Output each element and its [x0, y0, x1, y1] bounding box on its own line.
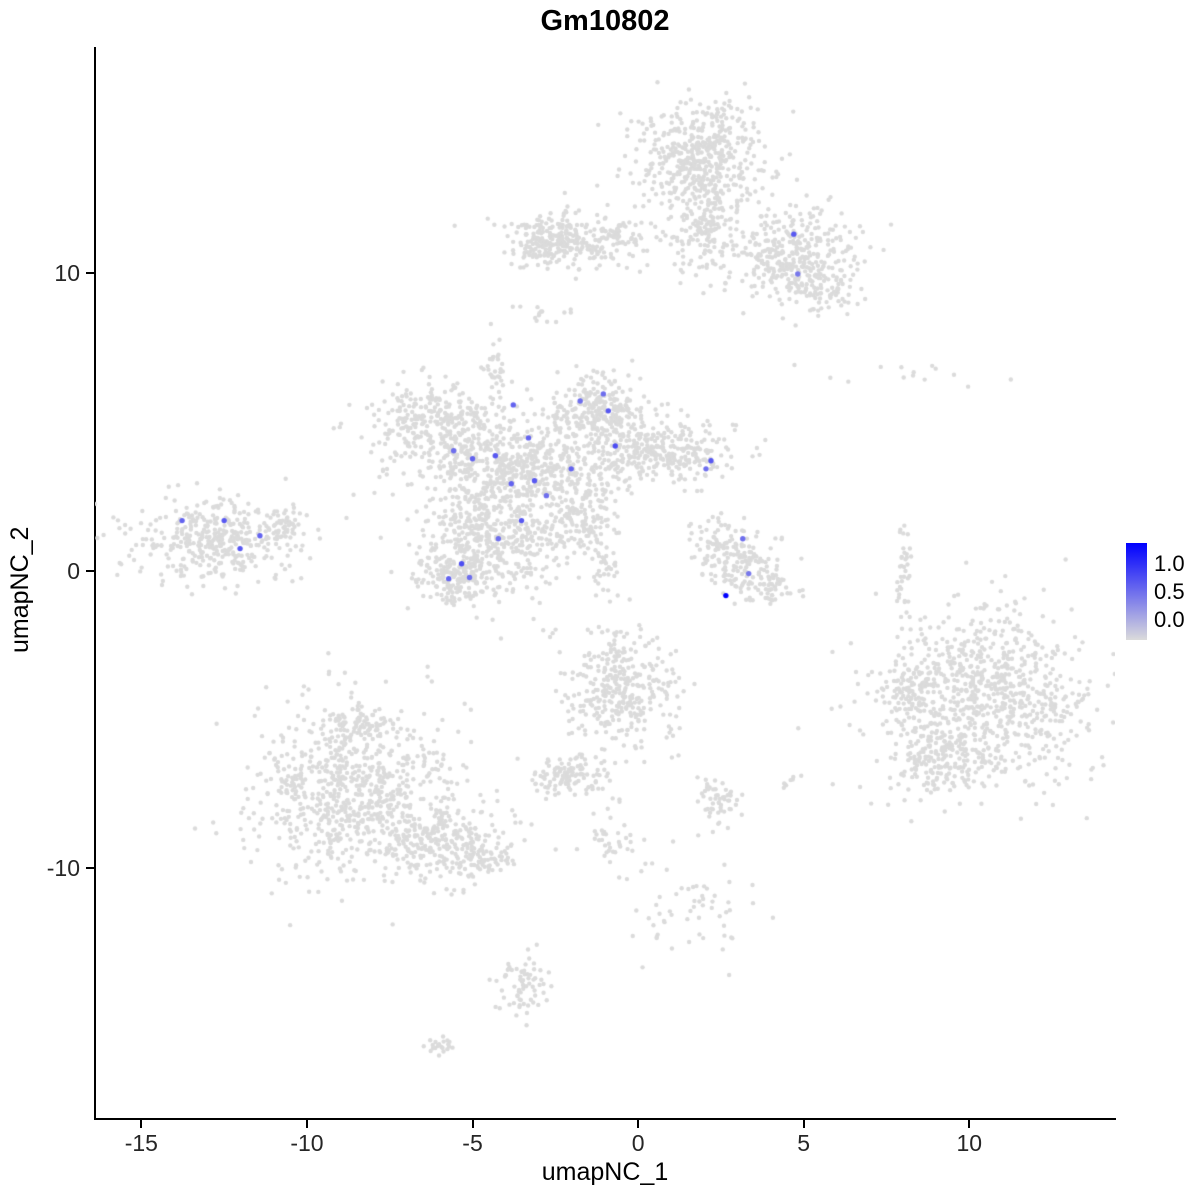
x-axis-tick-label: -5 [462, 1130, 483, 1156]
legend-tick-label: 1.0 [1154, 551, 1185, 576]
y-axis-tick [86, 569, 94, 572]
y-axis-tick-label: 10 [54, 260, 80, 287]
legend-tick-label: 0.0 [1154, 607, 1185, 632]
legend-colorbar [1126, 543, 1147, 640]
x-axis-tick-label: 0 [631, 1130, 645, 1156]
y-axis-tick-label: -10 [46, 855, 80, 882]
x-axis-label: umapNC_1 [541, 1158, 669, 1186]
y-axis-tick [86, 272, 94, 275]
x-axis-tick [637, 1120, 640, 1128]
x-axis-tick [305, 1120, 308, 1128]
x-axis-tick [802, 1120, 805, 1128]
x-axis-tick [140, 1120, 143, 1128]
legend-tick-label: 0.5 [1154, 579, 1185, 604]
x-axis-tick-label: 5 [797, 1130, 811, 1156]
x-axis-tick-label: -15 [124, 1130, 158, 1156]
y-axis-tick [86, 867, 94, 870]
y-axis-tick-label: 0 [67, 557, 80, 584]
expression-legend: 1.0 0.5 0.0 [1120, 538, 1200, 648]
x-axis-tick-label: 10 [956, 1130, 983, 1156]
plot-title: Gm10802 [540, 5, 670, 37]
x-axis-line [94, 1118, 1116, 1120]
x-axis-tick [471, 1120, 474, 1128]
x-axis-tick-label: -10 [290, 1130, 324, 1156]
y-axis-label: umapNC_2 [6, 526, 34, 654]
x-axis-tick [968, 1120, 971, 1128]
scatter-canvas [95, 47, 1115, 1118]
